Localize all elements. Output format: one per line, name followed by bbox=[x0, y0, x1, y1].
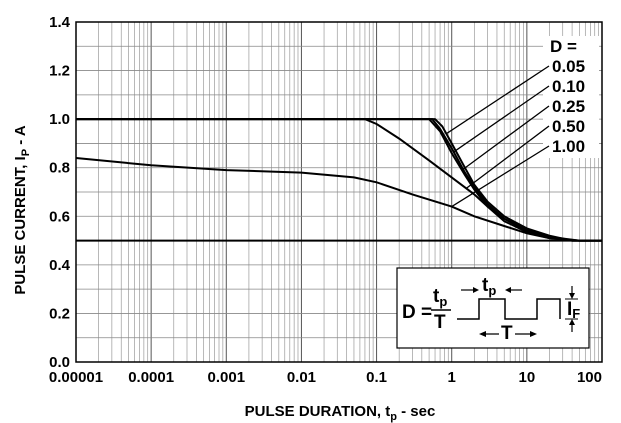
inset-tp-label: tp bbox=[482, 275, 496, 298]
series-line-0-50 bbox=[76, 118, 602, 242]
inset-period-label: T bbox=[501, 323, 513, 344]
legend-leader-line bbox=[465, 125, 550, 189]
period-arrowhead-left bbox=[479, 331, 486, 337]
legend: D = 0.050.100.250.501.00 bbox=[445, 36, 599, 208]
x-tick-label: 0.0001 bbox=[128, 369, 174, 386]
legend-leader-line bbox=[461, 105, 550, 171]
y-tick-label: 1.2 bbox=[49, 63, 70, 80]
x-tick-label: 100 bbox=[577, 369, 602, 386]
legend-item-0-25: 0.25 bbox=[552, 97, 585, 116]
x-tick-label: 0.1 bbox=[366, 369, 387, 386]
y-tick-label: 0.0 bbox=[49, 354, 70, 371]
legend-leader-line bbox=[445, 65, 550, 135]
y-tick-label: 0.6 bbox=[49, 208, 70, 225]
inset-formula-denominator: T bbox=[434, 312, 446, 333]
series-layer bbox=[75, 118, 602, 242]
tp-left-arrowhead bbox=[473, 287, 479, 293]
y-tick-label: 1.4 bbox=[49, 14, 71, 31]
series-line-1-00 bbox=[75, 157, 602, 242]
inset-formula-numerator: tp bbox=[433, 286, 447, 309]
x-tick-label: 0.001 bbox=[208, 369, 246, 386]
legend-item-0-50: 0.50 bbox=[552, 117, 585, 136]
x-tick-label: 1 bbox=[448, 369, 456, 386]
legend-leader-line bbox=[451, 145, 550, 208]
x-tick-labels: 0.00001 0.0001 0.001 0.01 0.1 1 10 100 bbox=[49, 369, 602, 386]
period-arrowhead-right bbox=[530, 331, 537, 337]
x-tick-label: 10 bbox=[519, 369, 536, 386]
y-tick-labels: 0.0 0.2 0.4 0.6 0.8 1.0 1.2 1.4 bbox=[49, 14, 71, 371]
inset-formula-left: D = bbox=[402, 302, 432, 323]
inset-current-label: IF bbox=[567, 299, 580, 321]
period-label-backdrop bbox=[499, 322, 515, 340]
x-tick-label: 0.00001 bbox=[49, 369, 103, 386]
y-tick-label: 0.4 bbox=[49, 257, 71, 274]
legend-item-1-00: 1.00 bbox=[552, 137, 585, 156]
y-tick-label: 0.8 bbox=[49, 160, 70, 177]
y-axis-title: PULSE CURRENT, IP - A bbox=[12, 125, 32, 294]
legend-item-0-05: 0.05 bbox=[552, 57, 585, 76]
legend-backdrop bbox=[543, 36, 599, 158]
legend-items: 0.050.100.250.501.00 bbox=[445, 57, 585, 208]
inset-frame bbox=[396, 267, 590, 349]
duty-cycle-inset: D = tp T tp T IF bbox=[396, 267, 590, 349]
y-tick-label: 1.0 bbox=[49, 111, 70, 128]
y-tick-label: 0.2 bbox=[49, 305, 70, 322]
plot-frame bbox=[75, 21, 603, 363]
tp-right-arrowhead bbox=[505, 287, 511, 293]
legend-title: D = bbox=[550, 37, 577, 56]
x-axis-title: PULSE DURATION, tp - sec bbox=[245, 403, 436, 423]
x-tick-label: 0.01 bbox=[287, 369, 316, 386]
current-arrowhead-bottom bbox=[569, 319, 575, 325]
current-arrowhead-top bbox=[569, 293, 575, 299]
legend-leader-line bbox=[453, 85, 550, 153]
legend-item-0-10: 0.10 bbox=[552, 77, 585, 96]
inset-pulse-waveform bbox=[457, 298, 561, 320]
